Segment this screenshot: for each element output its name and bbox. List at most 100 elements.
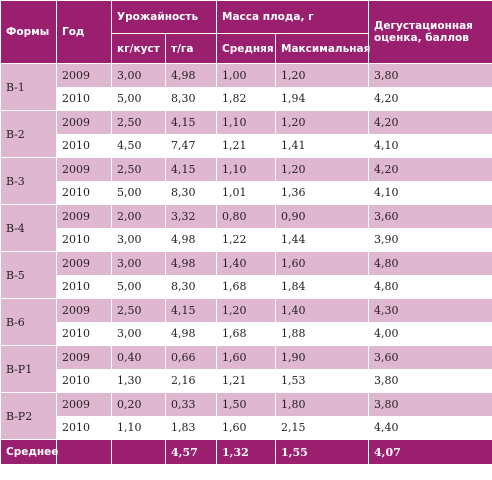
yield-tha-cell: 4,98 [164,63,218,88]
mass-max-cell: 1,94 [275,86,370,111]
footer-score: 4,07 [368,439,492,465]
mass-avg-cell: 1,50 [216,392,277,417]
table-row: 2010 4,50 7,47 1,21 1,41 4,10 [1,133,492,158]
mass-max-cell: 1,80 [275,392,370,417]
year-cell: 2009 [56,157,112,182]
mass-max-cell: 1,44 [275,227,370,252]
yield-kg-cell: 2,50 [111,157,166,182]
mass-max-cell: 1,90 [275,345,370,370]
table-row: 2010 5,00 8,30 1,82 1,94 4,20 [1,86,492,111]
year-cell: 2009 [56,63,112,88]
form-name-cell: В-5 [0,251,57,299]
table-row: 2010 5,00 8,30 1,01 1,36 4,10 [1,180,492,205]
table-row: 2010 1,30 2,16 1,21 1,53 3,80 [1,368,492,393]
yield-kg-cell: 2,50 [111,298,166,323]
year-cell: 2010 [56,321,112,346]
yield-table: Формы Год Урожайность Масса плода, г Дег… [0,0,492,465]
score-cell: 4,10 [368,180,492,205]
yield-tha-cell: 7,47 [164,133,218,158]
yield-tha-cell: 2,16 [164,368,218,393]
score-cell: 4,40 [368,415,492,440]
footer-kg [111,439,166,465]
yield-tha-cell: 8,30 [164,274,218,299]
table-row: В-Р2 2009 0,20 0,33 1,50 1,80 3,80 [0,392,492,440]
mass-max-cell: 2,15 [275,415,370,440]
form-name-cell: В-1 [0,63,57,111]
score-cell: 4,80 [368,251,492,276]
footer-avg: 1,32 [216,439,277,465]
score-cell: 4,00 [368,321,492,346]
year-cell: 2010 [56,227,112,252]
form-name-cell: В-Р2 [0,392,57,440]
year-cell: 2009 [56,392,112,417]
yield-kg-cell: 2,00 [111,204,166,229]
score-cell: 4,20 [368,110,492,135]
yield-tha-cell: 4,15 [164,298,218,323]
yield-tha-cell: 1,83 [164,415,218,440]
mass-max-cell: 1,53 [275,368,370,393]
mass-avg-cell: 0,80 [216,204,277,229]
table-header: Формы Год Урожайность Масса плода, г Дег… [0,0,492,64]
yield-tha-cell: 4,98 [164,251,218,276]
year-cell: 2009 [56,251,112,276]
mass-avg-cell: 1,01 [216,180,277,205]
yield-kg-cell: 3,00 [111,321,166,346]
score-cell: 3,80 [368,63,492,88]
yield-kg-cell: 3,00 [111,63,166,88]
mass-avg-cell: 1,20 [216,298,277,323]
score-cell: 4,20 [368,86,492,111]
mass-avg-cell: 1,68 [216,274,277,299]
mass-max-cell: 1,84 [275,274,370,299]
year-cell: 2010 [56,415,112,440]
table-row: В-2 2009 2,50 4,15 1,10 1,20 4,20 [0,110,492,158]
yield-tha-cell: 0,66 [164,345,218,370]
yield-kg-cell: 0,20 [111,392,166,417]
yield-tha-cell: 3,32 [164,204,218,229]
header-score: Дегустационная оценка, баллов [368,0,492,64]
yield-tha-cell: 0,33 [164,392,218,417]
mass-max-cell: 1,36 [275,180,370,205]
mass-avg-cell: 1,21 [216,133,277,158]
table-row: В-3 2009 2,50 4,15 1,10 1,20 4,20 [0,157,492,205]
yield-kg-cell: 1,30 [111,368,166,393]
yield-kg-cell: 2,50 [111,110,166,135]
mass-max-cell: 1,60 [275,251,370,276]
score-cell: 3,90 [368,227,492,252]
mass-max-cell: 1,20 [275,110,370,135]
score-cell: 4,30 [368,298,492,323]
mass-avg-cell: 1,60 [216,415,277,440]
table-row: 2010 1,10 1,83 1,60 2,15 4,40 [1,415,492,440]
footer-tha: 4,57 [164,439,218,465]
year-cell: 2010 [56,368,112,393]
header-year: Год [56,0,112,64]
mass-avg-cell: 1,40 [216,251,277,276]
yield-tha-cell: 8,30 [164,180,218,205]
year-cell: 2009 [56,110,112,135]
mass-avg-cell: 1,22 [216,227,277,252]
yield-tha-cell: 4,98 [164,321,218,346]
form-name-cell: В-3 [0,157,57,205]
yield-tha-cell: 4,15 [164,110,218,135]
footer-max: 1,55 [275,439,370,465]
score-cell: 4,10 [368,133,492,158]
form-name-cell: В-Р1 [0,345,57,393]
mass-avg-cell: 1,60 [216,345,277,370]
mass-avg-cell: 1,00 [216,63,277,88]
table-body: В-1 2009 3,00 4,98 1,00 1,20 3,80 2010 5,00 8,30 1… [0,63,492,440]
yield-kg-cell: 3,00 [111,227,166,252]
header-yield: Урожайность [110,0,218,34]
mass-max-cell: 1,88 [275,321,370,346]
score-cell: 4,80 [368,274,492,299]
score-cell: 4,20 [368,157,492,182]
header-mass-avg: Средняя [216,33,277,64]
score-cell: 3,80 [368,392,492,417]
footer-year [56,439,112,465]
year-cell: 2010 [56,180,112,205]
table-row: В-1 2009 3,00 4,98 1,00 1,20 3,80 [0,63,492,111]
header-yield-kg: кг/куст [111,33,166,64]
table-row: В-Р1 2009 0,40 0,66 1,60 1,90 3,60 [0,345,492,393]
yield-kg-cell: 3,00 [111,251,166,276]
mass-avg-cell: 1,10 [216,110,277,135]
table-row: 2010 3,00 4,98 1,68 1,88 4,00 [1,321,492,346]
yield-kg-cell: 5,00 [111,86,166,111]
